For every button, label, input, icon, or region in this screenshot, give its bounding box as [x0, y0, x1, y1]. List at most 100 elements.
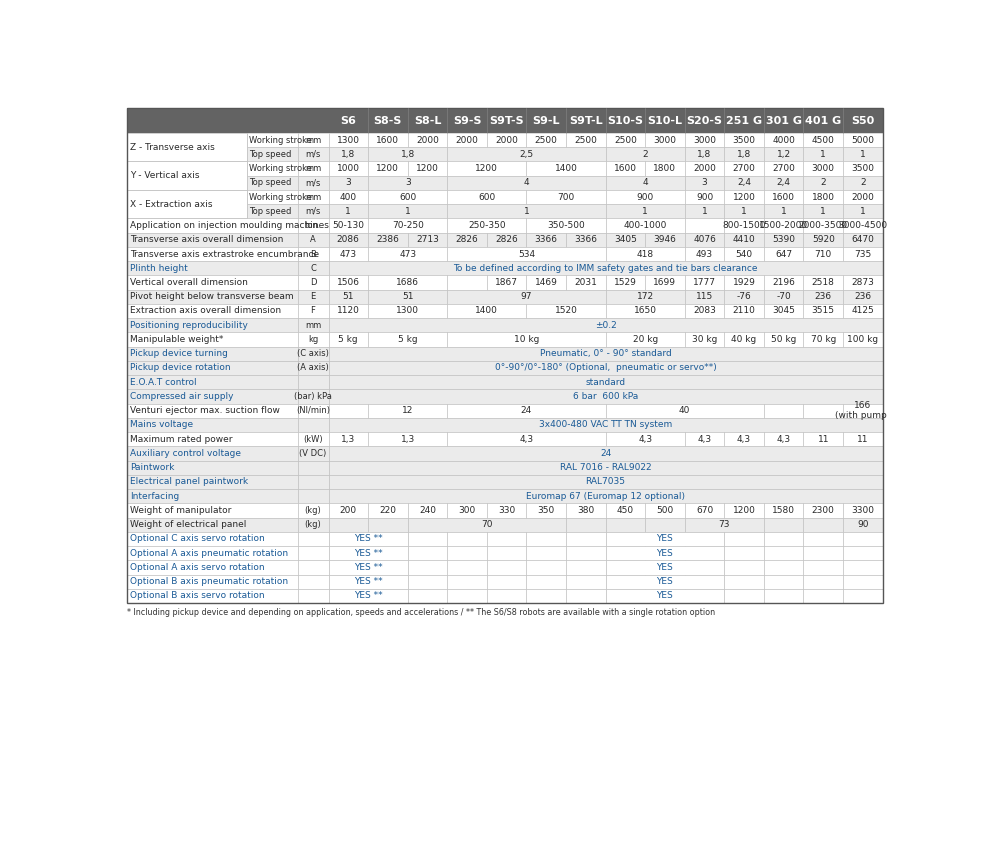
Text: Transverse axis overall dimension: Transverse axis overall dimension — [130, 235, 284, 244]
Bar — [368, 560, 408, 574]
Text: 2300: 2300 — [812, 505, 834, 515]
Text: 2000-3500: 2000-3500 — [799, 221, 848, 230]
Bar — [368, 175, 447, 190]
Bar — [804, 560, 843, 574]
Bar — [487, 574, 526, 589]
Text: kg: kg — [308, 335, 318, 344]
Text: 1: 1 — [860, 150, 866, 159]
Text: 670: 670 — [695, 505, 713, 515]
Bar — [329, 446, 883, 460]
Bar — [606, 560, 645, 574]
Text: 11: 11 — [857, 435, 869, 443]
Bar — [127, 560, 297, 574]
Bar — [368, 517, 408, 532]
Bar — [843, 276, 883, 289]
Bar — [329, 133, 368, 147]
Text: 2000: 2000 — [851, 192, 875, 202]
Bar — [724, 432, 764, 446]
Bar — [487, 560, 526, 574]
Text: 3500: 3500 — [851, 164, 875, 173]
Bar — [447, 546, 487, 560]
Text: 500: 500 — [656, 505, 674, 515]
Bar — [526, 503, 566, 517]
Text: 1600: 1600 — [614, 164, 637, 173]
Text: Top speed: Top speed — [248, 207, 291, 216]
Text: 24: 24 — [600, 449, 611, 458]
Text: 1686: 1686 — [396, 278, 420, 287]
Text: S20-S: S20-S — [687, 116, 723, 126]
Text: 1: 1 — [742, 207, 747, 216]
Text: Electrical panel paintwork: Electrical panel paintwork — [130, 477, 248, 487]
Bar — [329, 489, 883, 503]
Text: 4: 4 — [642, 178, 648, 187]
Text: YES **: YES ** — [354, 591, 382, 601]
Text: 3x400-480 VAC TT TN system: 3x400-480 VAC TT TN system — [539, 420, 672, 430]
Bar — [764, 247, 804, 261]
Text: Weight of electrical panel: Weight of electrical panel — [130, 520, 246, 529]
Text: 418: 418 — [636, 249, 654, 259]
Bar — [843, 589, 883, 603]
Text: 3: 3 — [701, 178, 707, 187]
Bar — [368, 247, 447, 261]
Bar — [685, 108, 724, 133]
Bar — [843, 432, 883, 446]
Bar — [368, 503, 408, 517]
Text: YES: YES — [657, 591, 674, 601]
Bar — [297, 460, 329, 475]
Bar — [764, 403, 804, 418]
Text: Application on injection moulding machines: Application on injection moulding machin… — [130, 221, 329, 230]
Bar — [329, 219, 368, 232]
Text: 4500: 4500 — [812, 135, 834, 145]
Text: YES: YES — [657, 534, 674, 544]
Text: D: D — [309, 278, 316, 287]
Bar — [685, 517, 764, 532]
Bar — [724, 247, 764, 261]
Text: 2083: 2083 — [693, 306, 716, 316]
Text: 2500: 2500 — [574, 135, 597, 145]
Bar — [447, 175, 606, 190]
Bar — [764, 503, 804, 517]
Bar — [685, 276, 724, 289]
Bar — [297, 175, 329, 190]
Bar — [408, 589, 447, 603]
Bar — [487, 108, 526, 133]
Text: Auxiliary control voltage: Auxiliary control voltage — [130, 449, 241, 458]
Bar — [764, 232, 804, 247]
Text: (bar) kPa: (bar) kPa — [295, 392, 332, 401]
Text: 3000: 3000 — [812, 164, 834, 173]
Text: 1: 1 — [821, 150, 826, 159]
Bar — [606, 190, 685, 204]
Text: E: E — [310, 292, 315, 301]
Text: 220: 220 — [379, 505, 396, 515]
Text: 172: 172 — [636, 292, 654, 301]
Bar — [368, 432, 447, 446]
Bar — [297, 574, 329, 589]
Text: 10 kg: 10 kg — [514, 335, 539, 344]
Text: (A axis): (A axis) — [297, 363, 329, 373]
Text: 70: 70 — [481, 520, 492, 529]
Bar — [127, 162, 247, 190]
Text: (kW): (kW) — [303, 435, 323, 443]
Text: S9-L: S9-L — [533, 116, 559, 126]
Bar — [447, 147, 606, 162]
Bar — [368, 289, 447, 304]
Text: Extraction axis overall dimension: Extraction axis overall dimension — [130, 306, 282, 316]
Text: 4,3: 4,3 — [519, 435, 534, 443]
Bar — [329, 532, 408, 546]
Text: 3500: 3500 — [733, 135, 755, 145]
Bar — [843, 560, 883, 574]
Text: 2,4: 2,4 — [737, 178, 752, 187]
Bar — [127, 289, 297, 304]
Bar — [526, 574, 566, 589]
Bar — [297, 261, 329, 276]
Text: 50-130: 50-130 — [332, 221, 364, 230]
Text: m/s: m/s — [305, 207, 321, 216]
Bar — [804, 503, 843, 517]
Bar — [329, 432, 368, 446]
Bar — [329, 289, 368, 304]
Text: 1,2: 1,2 — [776, 150, 791, 159]
Bar — [764, 304, 804, 318]
Bar — [447, 403, 606, 418]
Bar — [447, 503, 487, 517]
Text: 3300: 3300 — [851, 505, 875, 515]
